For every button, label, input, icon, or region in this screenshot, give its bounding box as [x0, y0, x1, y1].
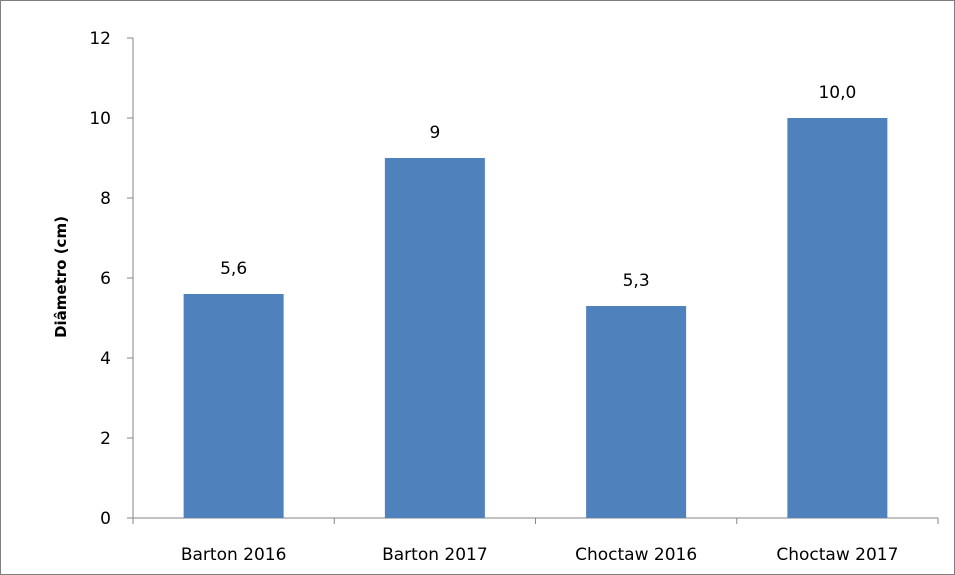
- y-tick-label: 4: [100, 349, 111, 369]
- x-axis: Barton 2016 Barton 2017 Choctaw 2016 Chocta…: [132, 517, 939, 565]
- y-tick-label: 0: [100, 509, 111, 529]
- y-tick-label: 8: [100, 189, 111, 209]
- y-tick-label: 12: [89, 29, 111, 49]
- bar-value-label: 5,6: [220, 259, 247, 279]
- y-axis-title: Diâmetro (cm): [52, 216, 70, 338]
- x-category-label: Choctaw 2016: [575, 545, 697, 565]
- x-category-label: Barton 2016: [181, 545, 287, 565]
- y-tick-label: 2: [100, 429, 111, 449]
- bar: [586, 306, 687, 518]
- bar-value-label: 10,0: [818, 83, 856, 103]
- bar: [183, 294, 284, 518]
- bar: [787, 118, 888, 518]
- y-tick-label: 6: [100, 269, 111, 289]
- bar-value-label: 9: [429, 123, 440, 143]
- x-category-label: Barton 2017: [382, 545, 488, 565]
- bars: [183, 118, 888, 518]
- data-labels: 5,6 9 5,3 10,0: [220, 83, 856, 291]
- y-tick-label: 10: [89, 109, 111, 129]
- bar-value-label: 5,3: [623, 271, 650, 291]
- bar: [384, 158, 485, 518]
- x-category-label: Choctaw 2017: [776, 545, 898, 565]
- y-axis: 0 2 4 6 8 10 12: [89, 29, 134, 529]
